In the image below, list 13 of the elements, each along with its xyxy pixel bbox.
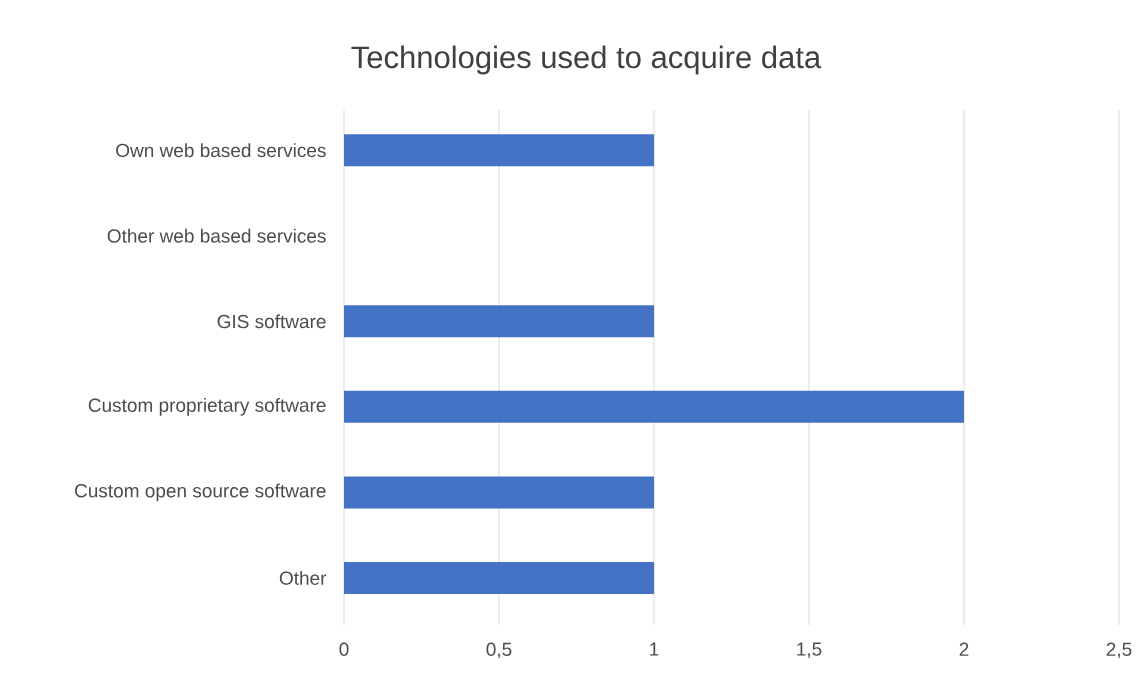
y-tick-label: Custom proprietary software: [88, 397, 326, 416]
y-tick-label: Other web based services: [107, 228, 326, 243]
chart-title: Technologies used to acquire data: [351, 45, 822, 75]
x-tick-label: 1,5: [797, 642, 822, 659]
y-tick-label: Custom open source software: [75, 483, 326, 502]
x-tick-label: 2,5: [1106, 642, 1132, 659]
y-tick-label: Own web based services: [116, 143, 326, 158]
x-tick-label: 0,5: [486, 642, 512, 659]
y-tick-label: Other: [279, 570, 327, 585]
x-tick-label: 1: [650, 642, 659, 656]
x-tick-label: 0: [339, 642, 349, 656]
y-tick-label: GIS software: [217, 314, 326, 329]
x-tick-label: 2: [959, 642, 969, 656]
